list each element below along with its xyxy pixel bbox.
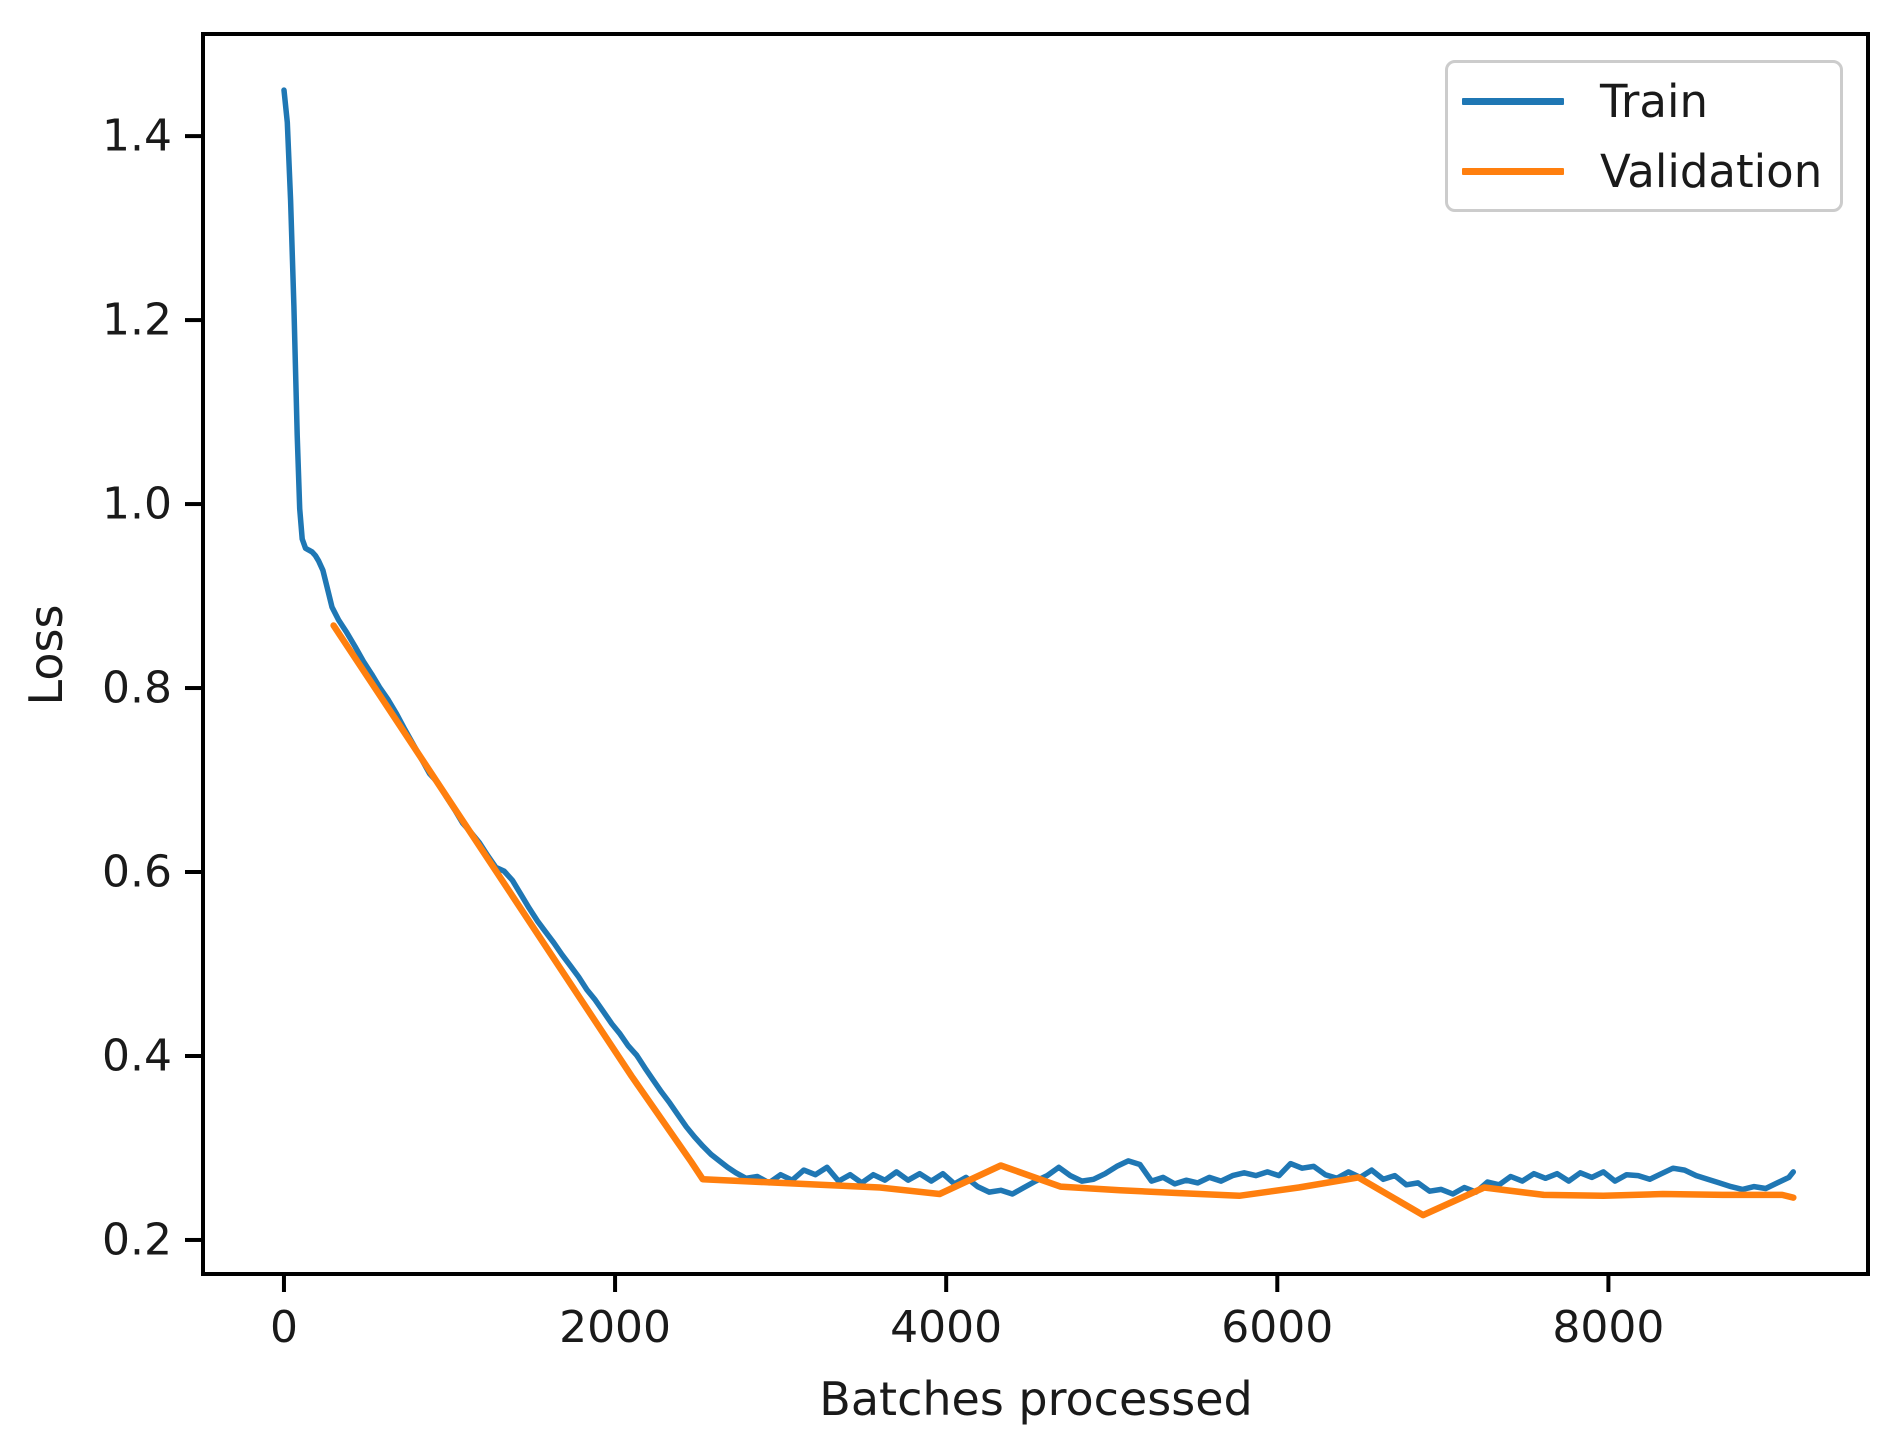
legend-item-validation: Validation <box>1448 145 1840 197</box>
train-line <box>281 87 1797 1197</box>
plot-frame <box>201 32 1870 1276</box>
validation-line-sample <box>1462 167 1564 175</box>
y-tick-label: 0.2 <box>102 1214 172 1266</box>
x-tick-label: 2000 <box>559 1302 672 1353</box>
y-tick-label: 1.2 <box>102 294 172 346</box>
validation-legend-label: Validation <box>1600 144 1823 198</box>
x-tick-label: 4000 <box>890 1302 1003 1353</box>
legend-item-train: Train <box>1448 75 1840 127</box>
x-tick-label: 0 <box>269 1302 298 1353</box>
tick-marks <box>185 134 1611 1292</box>
y-tick-label: 0.8 <box>102 662 172 714</box>
legend: Train Validation <box>1445 60 1843 212</box>
y-tick-label: 0.6 <box>102 846 172 898</box>
y-tick-label: 1.4 <box>102 110 172 162</box>
train-legend-label: Train <box>1600 74 1708 128</box>
y-tick-label: 0.4 <box>102 1030 172 1082</box>
y-axis-label: Loss <box>19 604 73 706</box>
y-tick-label: 1.0 <box>102 478 172 530</box>
x-axis-label: Batches processed <box>819 1372 1253 1426</box>
train-line-sample <box>1462 97 1564 105</box>
x-tick-label: 6000 <box>1221 1302 1334 1353</box>
x-tick-label: 8000 <box>1552 1302 1665 1353</box>
validation-line <box>330 622 1797 1219</box>
